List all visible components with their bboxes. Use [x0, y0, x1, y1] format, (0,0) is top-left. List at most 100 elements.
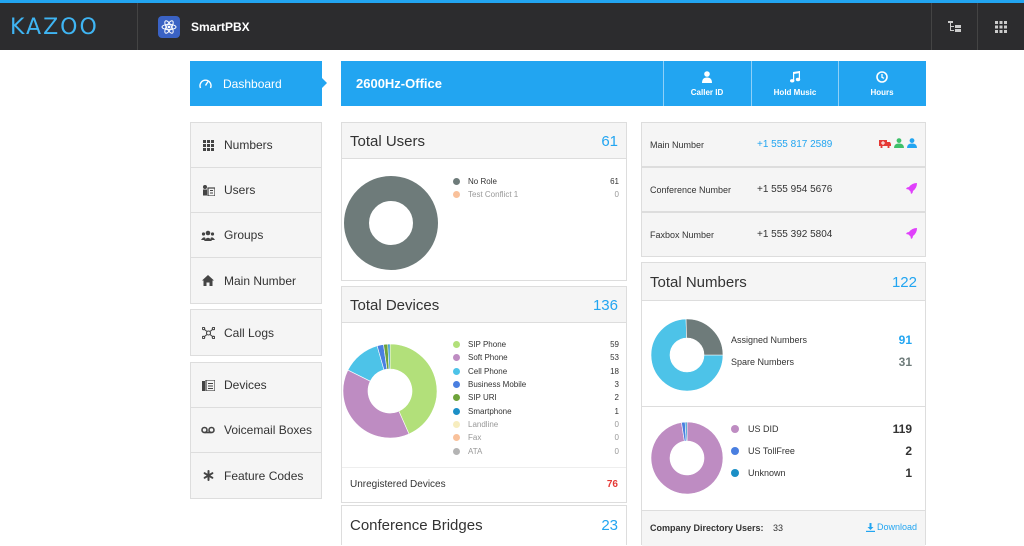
atom-icon[interactable]	[158, 16, 180, 38]
main-number-label: Main Number	[650, 140, 705, 150]
home-icon	[200, 274, 216, 288]
company-directory-count: 33	[773, 523, 784, 533]
legend-label: US TollFree	[748, 446, 795, 456]
asterisk-icon	[200, 469, 216, 483]
legend-value: 53	[610, 353, 619, 363]
nav-groups[interactable]: Groups	[191, 213, 321, 258]
kazoo-logo[interactable]: KAZOO	[10, 15, 99, 40]
legend-label: SIP URI	[468, 393, 497, 403]
devices-separator	[342, 467, 626, 468]
legend-dot	[453, 407, 460, 415]
total-devices-header: Total Devices 136	[342, 287, 626, 323]
total-numbers-panel: Total Numbers 122 Assigned Numbers 91 Sp…	[641, 262, 926, 546]
ambulance-icon[interactable]	[879, 138, 891, 148]
tree-icon[interactable]	[931, 3, 977, 50]
devices-legend-sip-phone[interactable]: SIP Phone 59	[453, 338, 619, 351]
legend-label: Smartphone	[468, 406, 512, 416]
conference-number-label: Conference Number	[650, 185, 732, 195]
devices-legend-fax[interactable]: Fax 0	[453, 431, 619, 444]
devices-legend-business-mobile[interactable]: Business Mobile 3	[453, 378, 619, 391]
nav-feature-codes[interactable]: Feature Codes	[191, 453, 321, 498]
user-blue-icon[interactable]	[907, 138, 917, 148]
rocket-icon[interactable]	[906, 183, 917, 194]
network-icon	[200, 326, 216, 340]
nav-voicemail-boxes[interactable]: Voicemail Boxes	[191, 408, 321, 453]
legend-label: Test Conflict 1	[468, 190, 519, 200]
devices-legend-cell-phone[interactable]: Cell Phone 18	[453, 365, 619, 378]
grid-icon[interactable]	[977, 3, 1023, 50]
conference-number-icons	[906, 183, 917, 194]
legend-value: 1	[614, 406, 619, 416]
devices-legend-landline[interactable]: Landline 0	[453, 418, 619, 431]
legend-dot	[453, 191, 460, 199]
legend-value: 0	[614, 433, 619, 443]
hours-button[interactable]: Hours	[838, 61, 925, 106]
devices-legend-smartphone[interactable]: Smartphone 1	[453, 404, 619, 417]
total-numbers-count: 122	[891, 274, 917, 291]
faxbox-number-label: Faxbox Number	[650, 230, 715, 240]
legend-value: 119	[892, 422, 912, 436]
users-legend: No Role 61 Test Conflict 1 0	[453, 175, 619, 202]
users-slice-no-role[interactable]	[344, 176, 438, 270]
nav-group-devices: Devices Voicemail Boxes Feature Codes	[190, 362, 322, 499]
spare-numbers-row: Spare Numbers 31	[731, 351, 912, 373]
total-numbers-title: Total Numbers	[650, 274, 747, 291]
legend-value: 2	[614, 393, 619, 403]
rocket-icon[interactable]	[906, 228, 917, 239]
faxbox-number-value: +1 555 392 5804	[757, 229, 833, 240]
main-number-row[interactable]: Main Number +1 555 817 2589	[641, 122, 926, 167]
legend-dot	[453, 341, 460, 349]
nav-group-logs: Call Logs	[190, 309, 322, 356]
nav-dashboard[interactable]: Dashboard	[190, 61, 322, 106]
user-green-icon[interactable]	[894, 138, 904, 148]
nav-groups-label: Groups	[224, 228, 264, 242]
legend-value: 0	[614, 419, 619, 429]
types-legend-unknown[interactable]: Unknown 1	[731, 462, 912, 484]
types-slice-us-did[interactable]	[650, 421, 724, 495]
conference-number-row[interactable]: Conference Number +1 555 954 5676	[641, 167, 926, 212]
types-legend-us-did[interactable]: US DID 119	[731, 418, 912, 440]
conference-bridges-panel: Conference Bridges 23	[341, 505, 627, 545]
total-users-panel: Total Users 61 No Role 61 Test Conflict 1 0	[341, 122, 627, 281]
unregistered-devices-count: 76	[606, 479, 618, 490]
hold-music-label: Hold Music	[773, 88, 817, 97]
grid-icon	[200, 138, 216, 152]
devices-slice-smartphone[interactable]	[387, 343, 391, 370]
devices-legend-sip-uri[interactable]: SIP URI 2	[453, 391, 619, 404]
devices-slice-soft-phone[interactable]	[342, 369, 410, 439]
nav-devices[interactable]: Devices	[191, 363, 321, 408]
legend-label: Soft Phone	[468, 353, 508, 363]
caller-id-button[interactable]: Caller ID	[663, 61, 750, 106]
devices-slice-sip-phone[interactable]	[389, 343, 438, 435]
devices-legend-soft-phone[interactable]: Soft Phone 53	[453, 351, 619, 364]
assigned-slice-spare-numbers[interactable]	[685, 318, 724, 356]
users-donut-chart	[344, 176, 438, 270]
assigned-slice-assigned-numbers[interactable]	[650, 318, 724, 392]
music-icon	[752, 61, 838, 83]
legend-label: Fax	[468, 433, 482, 443]
nav-main-number[interactable]: Main Number	[191, 258, 321, 303]
legend-label: US DID	[748, 424, 779, 434]
nav-numbers[interactable]: Numbers	[191, 123, 321, 168]
faxbox-number-row[interactable]: Faxbox Number +1 555 392 5804	[641, 212, 926, 257]
main-number-value: +1 555 817 2589	[757, 139, 833, 150]
types-legend-us-tollfree[interactable]: US TollFree 2	[731, 440, 912, 462]
conference-bridges-title: Conference Bridges	[350, 517, 483, 534]
users-legend-test-conflict-1[interactable]: Test Conflict 1 0	[453, 188, 619, 201]
legend-label: ATA	[468, 446, 483, 456]
download-link[interactable]: Download	[865, 522, 917, 532]
nav-users[interactable]: Users	[191, 168, 321, 213]
download-icon	[865, 522, 875, 532]
devices-legend-ata[interactable]: ATA 0	[453, 444, 619, 457]
number-types-legend: US DID 119 US TollFree 2 Unknown 1	[731, 418, 912, 484]
legend-dot	[453, 381, 460, 389]
types-slice-unknown[interactable]	[684, 421, 688, 442]
legend-value: 3	[614, 380, 619, 390]
app-name[interactable]: SmartPBX	[191, 20, 250, 34]
legend-value: 61	[610, 177, 619, 187]
legend-label: Cell Phone	[468, 366, 508, 376]
nav-call-logs[interactable]: Call Logs	[191, 310, 321, 355]
hold-music-button[interactable]: Hold Music	[751, 61, 838, 106]
users-legend-no-role[interactable]: No Role 61	[453, 175, 619, 188]
company-directory-label: Company Directory Users:	[650, 523, 764, 533]
